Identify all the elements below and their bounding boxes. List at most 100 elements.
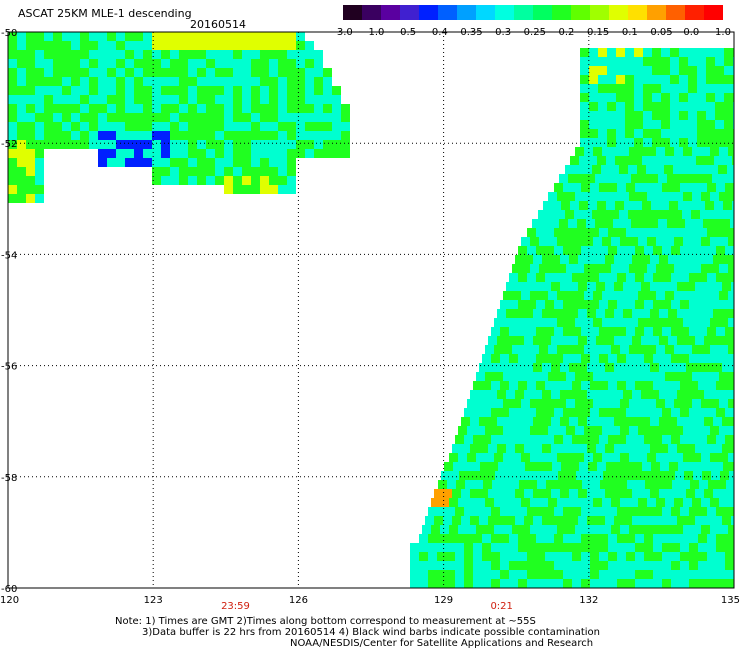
wind-cell [161,167,170,176]
wind-cell [587,282,596,291]
wind-cell [447,480,456,489]
wind-cell [503,399,512,408]
wind-cell [696,201,705,210]
wind-cell [577,219,586,228]
wind-cell [269,95,278,104]
wind-cell [566,372,575,381]
wind-cell [467,498,476,507]
wind-cell [179,50,188,59]
wind-cell [428,579,437,588]
wind-cell [616,120,625,129]
wind-cell [26,59,35,68]
wind-cell [643,75,652,84]
wind-cell [17,50,26,59]
wind-cell [643,129,652,138]
wind-cell [731,255,734,264]
wind-cell [706,93,715,102]
wind-cell [713,309,722,318]
wind-cell [152,32,161,41]
wind-cell [607,138,616,147]
wind-cell [634,84,643,93]
wind-cell [611,264,620,273]
wind-cell [233,59,242,68]
wind-cell [233,140,242,149]
wind-cell [686,489,695,498]
wind-cell [561,201,570,210]
wind-cell [731,444,734,453]
wind-cell [35,176,44,185]
wind-cell [170,158,179,167]
wind-cell [161,41,170,50]
wind-cell [649,174,658,183]
wind-cell [605,255,614,264]
wind-cell [197,86,206,95]
wind-cell [563,246,572,255]
wind-cell [470,417,479,426]
wind-cell [692,318,701,327]
wind-cell [614,390,623,399]
wind-cell [688,138,697,147]
wind-cell [179,104,188,113]
colorbar-tick-label: -0.1 [618,27,638,38]
wind-cell [494,372,503,381]
wind-cell [607,93,616,102]
wind-cell [716,543,725,552]
wind-cell [428,561,437,570]
wind-cell [689,435,698,444]
wind-cell [632,489,641,498]
wind-cell [71,68,80,77]
colorbar-swatch [647,5,666,20]
wind-cell [698,543,707,552]
wind-cell [596,489,605,498]
wind-cell [713,417,722,426]
wind-cell [634,66,643,75]
wind-cell [660,156,669,165]
wind-cell [626,570,635,579]
wind-cell [638,192,647,201]
wind-cell [691,210,700,219]
wind-cell [170,122,179,131]
wind-cell [506,336,515,345]
wind-cell [305,140,314,149]
wind-cell [560,336,569,345]
wind-cell [410,543,419,552]
wind-cell [641,363,650,372]
wind-cell [441,471,450,480]
wind-cell [688,102,697,111]
wind-cell [680,543,689,552]
wind-cell [35,149,44,158]
wind-cell [617,534,626,543]
wind-cell [560,516,569,525]
wind-cell [680,354,689,363]
wind-cell [718,210,727,219]
wind-cell [665,453,674,462]
wind-cell [485,453,494,462]
wind-cell [678,156,687,165]
swath-right [410,48,734,588]
wind-cell [215,41,224,50]
wind-cell [62,86,71,95]
wind-cell [116,95,125,104]
wind-cell [647,453,656,462]
wind-cell [715,111,724,120]
wind-cell [488,444,497,453]
wind-cell [495,471,504,480]
wind-cell [626,579,635,588]
wind-cell [725,534,734,543]
wind-cell [482,435,491,444]
wind-cell [533,309,542,318]
colorbar-tick-label: -0.05 [647,27,673,38]
wind-cell [152,131,161,140]
wind-cell [515,516,524,525]
wind-cell [524,417,533,426]
wind-cell [527,570,536,579]
wind-cell [677,417,686,426]
wind-cell [98,149,107,158]
wind-cell [575,372,584,381]
wind-cell [731,309,734,318]
wind-cell [71,59,80,68]
wind-cell [455,507,464,516]
wind-cell [653,570,662,579]
wind-cell [617,246,626,255]
wind-cell [489,462,498,471]
